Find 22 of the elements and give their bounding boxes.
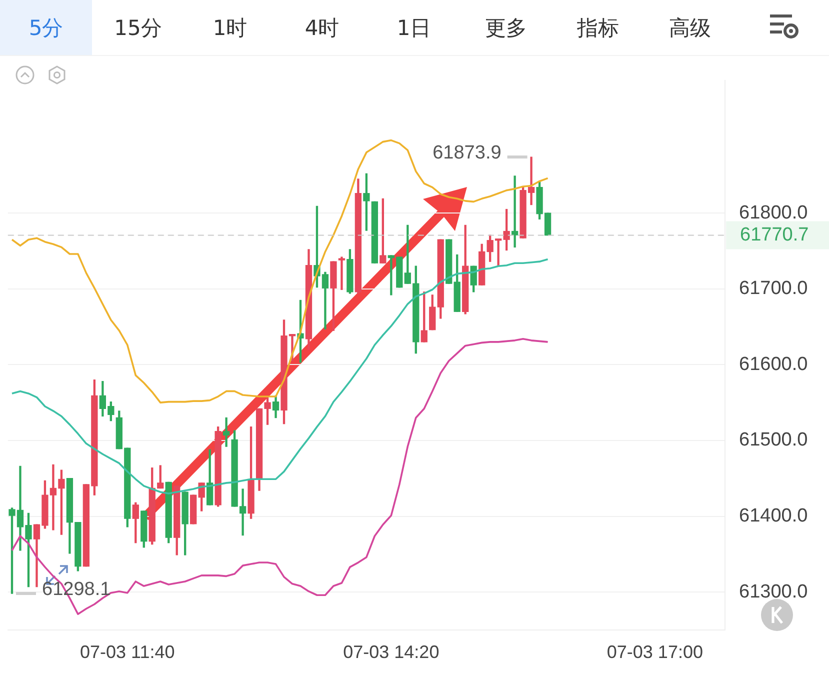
text: 更多 [484,14,528,42]
x-tick-label: 07-03 14:20 [343,642,440,662]
ref-line-label: 61770.7 [740,224,809,246]
candlestick [222,417,230,447]
y-tick-label: 61700.0 [739,278,808,300]
text: 指标 [576,14,620,42]
text: 5分 [0,0,92,55]
annotation: 61873.9 [432,142,502,164]
y-tick-label: 61400.0 [739,506,808,527]
x-tick-label: 07-03 17:00 [606,642,703,662]
y-tick-label: 61500.0 [739,430,808,451]
x-tick-label: 07-03 11:40 [80,642,175,662]
y-tick-label: 61800.0 [739,202,808,224]
text: 高级 [668,14,712,42]
text: 1日 [396,14,432,42]
y-tick-label: 61600.0 [739,354,808,375]
candlestick [338,256,346,290]
text: 15分 [113,14,163,42]
text: 4时 [304,14,340,42]
candlestick [511,176,518,248]
y-tick-label: 61300.0 [739,581,808,602]
text: 1时 [212,14,248,42]
